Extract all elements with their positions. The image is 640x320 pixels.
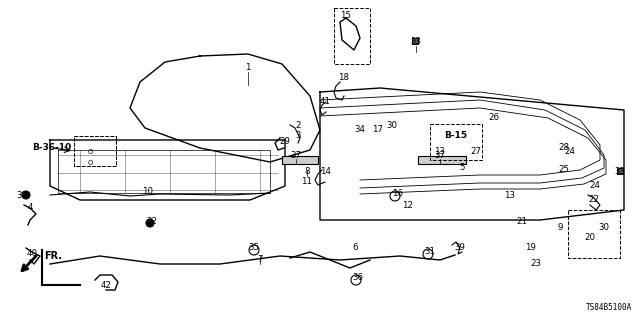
- Text: 30: 30: [598, 223, 609, 233]
- Text: 17: 17: [372, 125, 383, 134]
- Text: 36: 36: [353, 274, 364, 283]
- Text: 24: 24: [589, 181, 600, 190]
- Text: FR.: FR.: [44, 251, 62, 261]
- Bar: [282, 156, 318, 164]
- Text: 19: 19: [525, 244, 536, 252]
- Text: 27: 27: [470, 148, 481, 156]
- Text: 11: 11: [301, 178, 312, 187]
- Text: 25: 25: [559, 165, 570, 174]
- Text: O: O: [87, 149, 93, 155]
- Bar: [568, 210, 620, 258]
- Text: 2: 2: [295, 122, 301, 131]
- Text: 6: 6: [352, 244, 358, 252]
- Text: 7: 7: [257, 255, 263, 265]
- Text: 24: 24: [564, 148, 575, 156]
- Text: 1: 1: [245, 63, 251, 73]
- Text: 29: 29: [280, 138, 291, 147]
- Text: TS84B5100A: TS84B5100A: [586, 303, 632, 312]
- Circle shape: [146, 219, 154, 227]
- Bar: [74, 136, 116, 166]
- Text: 3: 3: [295, 132, 301, 140]
- Text: B-15: B-15: [444, 132, 468, 140]
- Text: 40: 40: [26, 250, 38, 259]
- Text: O: O: [87, 160, 93, 166]
- Text: 20: 20: [584, 234, 595, 243]
- Text: 38: 38: [17, 190, 28, 199]
- Text: 34: 34: [355, 125, 365, 134]
- Text: 15: 15: [340, 12, 351, 20]
- Bar: [74, 136, 116, 166]
- Circle shape: [22, 191, 30, 199]
- Text: 23: 23: [531, 260, 541, 268]
- Text: B-36-10: B-36-10: [33, 143, 72, 153]
- Text: 13: 13: [435, 148, 445, 156]
- Text: 37: 37: [291, 150, 301, 159]
- Text: 30: 30: [387, 122, 397, 131]
- Text: 32: 32: [147, 218, 157, 227]
- Text: 37: 37: [435, 150, 445, 159]
- Text: 21: 21: [516, 218, 527, 227]
- Bar: [418, 156, 466, 164]
- Text: 26: 26: [488, 114, 499, 123]
- Text: 42: 42: [100, 282, 111, 291]
- Text: 35: 35: [248, 244, 259, 252]
- Text: 33: 33: [614, 167, 625, 177]
- Text: 5: 5: [460, 164, 465, 172]
- Text: 16: 16: [392, 189, 403, 198]
- Bar: [617, 168, 623, 174]
- Text: 8: 8: [304, 167, 310, 177]
- Text: 10: 10: [143, 188, 154, 196]
- Text: 31: 31: [424, 247, 435, 257]
- Text: 39: 39: [454, 244, 465, 252]
- Bar: [430, 124, 482, 160]
- Text: 22: 22: [589, 196, 600, 204]
- Text: 28: 28: [559, 143, 570, 153]
- Text: 4: 4: [28, 204, 33, 212]
- Text: 13: 13: [504, 191, 515, 201]
- Text: 18: 18: [339, 74, 349, 83]
- Bar: [334, 8, 370, 64]
- Text: 41: 41: [319, 98, 330, 107]
- Text: 12: 12: [403, 202, 413, 211]
- Text: 33: 33: [410, 37, 422, 46]
- Text: 14: 14: [321, 167, 332, 177]
- Text: 9: 9: [557, 223, 563, 233]
- Bar: [412, 38, 418, 44]
